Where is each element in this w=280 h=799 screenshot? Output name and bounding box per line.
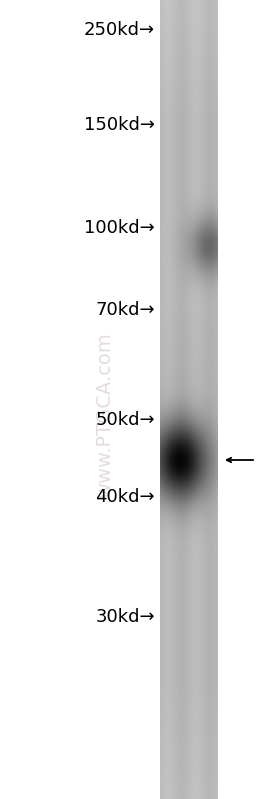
Text: 100kd→: 100kd→ (84, 219, 155, 237)
Text: 70kd→: 70kd→ (95, 301, 155, 319)
Text: www.PTGCA.com: www.PTGCA.com (95, 332, 115, 499)
Text: 250kd→: 250kd→ (84, 21, 155, 39)
Text: 150kd→: 150kd→ (84, 116, 155, 134)
Text: 40kd→: 40kd→ (95, 488, 155, 506)
Text: 50kd→: 50kd→ (95, 411, 155, 429)
Text: 30kd→: 30kd→ (95, 608, 155, 626)
